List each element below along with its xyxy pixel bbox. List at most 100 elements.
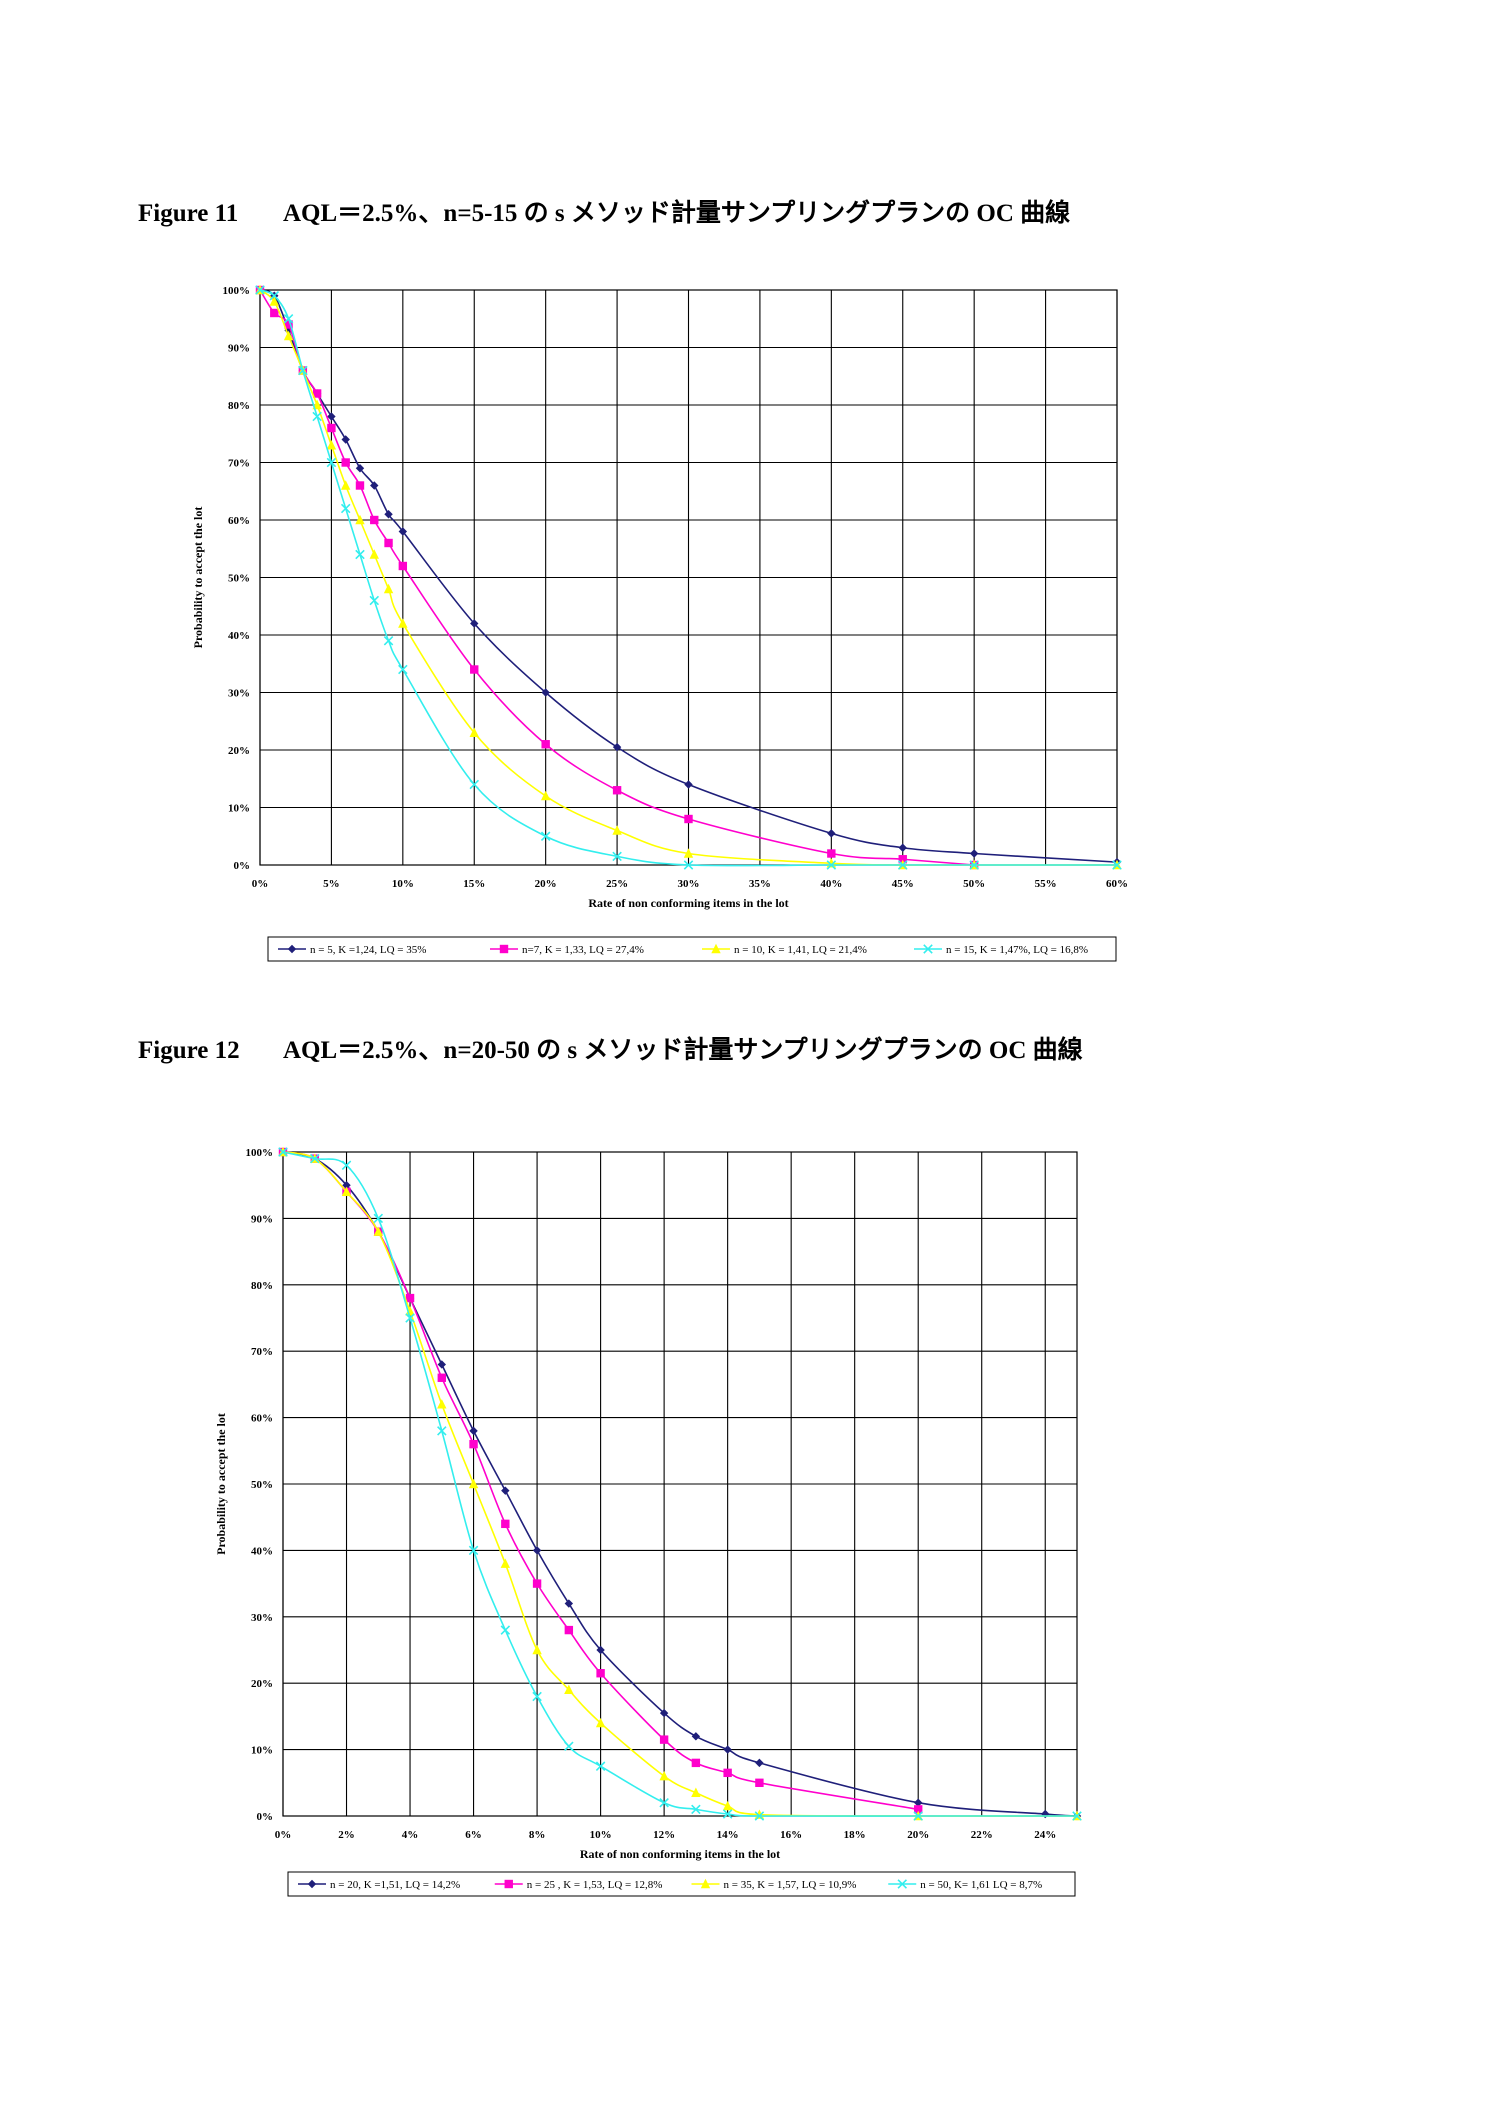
fig12-x-tick-label: 14% [717, 1829, 739, 1841]
figure-12-caption: AQL＝2.5%、n=20-50 の s メソッド計量サンプリングプランの OC… [283, 1037, 1083, 1064]
fig11-x-tick-label: 50% [963, 878, 985, 890]
fig11-data-point [340, 503, 351, 514]
fig11-y-tick-label: 20% [228, 745, 250, 757]
fig12-x-tick-label: 6% [465, 1829, 482, 1841]
fig11-data-point [341, 458, 350, 467]
fig11-data-point [470, 665, 479, 674]
fig12-data-point [691, 1787, 701, 1797]
fig12-legend: n = 20, K =1,51, LQ = 14,2% n = 25 , K = … [287, 1871, 1076, 1897]
fig12-data-point [914, 1805, 923, 1814]
fig12-x-tick-label: 2% [338, 1829, 355, 1841]
fig12-legend-marker [700, 1878, 711, 1889]
fig11-data-point [355, 549, 365, 560]
fig12-data-point [373, 1226, 383, 1236]
fig11-data-point [398, 664, 408, 675]
fig12-y-axis-label: Probability to accept the lot [214, 1413, 228, 1555]
fig12-y-tick-label: 20% [251, 1678, 273, 1690]
fig12-x-tick-label: 4% [402, 1829, 419, 1841]
fig12-x-tick-label: 20% [907, 1829, 929, 1841]
fig12-legend-marker [307, 1879, 317, 1889]
figure-11-number: Figure 11 [138, 200, 239, 227]
fig12-data-point [341, 1160, 352, 1171]
fig12-data-point [405, 1293, 415, 1303]
fig11-data-point [541, 688, 550, 697]
fig12-data-point [405, 1306, 415, 1316]
fig11-x-tick-label: 25% [606, 878, 628, 890]
fig12-x-tick-label: 8% [529, 1829, 546, 1841]
fig11-data-point [612, 825, 622, 835]
fig12-data-point [564, 1741, 574, 1752]
fig11-data-point [270, 308, 279, 318]
fig11-data-point [284, 320, 293, 329]
fig11-data-point [898, 843, 907, 852]
fig11-data-point [969, 860, 979, 870]
fig11-data-point [969, 849, 979, 858]
fig11-x-tick-label: 30% [678, 878, 700, 890]
fig12-x-tick-label: 16% [780, 1829, 802, 1841]
fig11-data-point [370, 481, 379, 490]
fig11-data-point [341, 480, 351, 490]
fig11-data-point [355, 514, 365, 525]
fig11-legend-entry: n = 5, K =1,24, LQ = 35% [310, 944, 426, 956]
fig12-y-tick-label: 60% [251, 1413, 273, 1425]
fig11-y-tick-label: 80% [228, 400, 250, 412]
fig11-data-point [897, 860, 908, 870]
fig12-data-point [913, 1811, 923, 1821]
fig12-data-point [437, 1426, 447, 1436]
fig11-data-point [398, 618, 408, 628]
fig11-data-point [355, 464, 365, 473]
fig11-data-point [326, 440, 337, 450]
fig11-y-tick-label: 90% [228, 343, 250, 355]
fig12-y-tick-label: 30% [251, 1612, 273, 1624]
fig12-data-point [755, 1758, 764, 1768]
fig12-legend-entry: n = 50, K= 1,61 LQ = 8,7% [920, 1879, 1042, 1891]
fig11-data-point [1112, 860, 1122, 870]
fig11-data-point [827, 849, 836, 858]
fig12-data-point [722, 1800, 733, 1811]
fig11-data-point [370, 515, 379, 525]
fig11-data-point [683, 860, 694, 870]
fig12-x-tick-label: 22% [971, 1829, 993, 1841]
fig11-y-tick-label: 40% [228, 630, 250, 642]
fig12-y-tick-label: 10% [251, 1745, 273, 1757]
fig12-y-tick-label: 90% [251, 1213, 273, 1225]
figure-11-caption: AQL＝2.5%、n=5-15 の s メソッド計量サンプリングプランの OC … [283, 200, 1071, 227]
fig12-x-tick-label: 18% [844, 1829, 866, 1841]
fig11-data-point [269, 290, 280, 301]
fig12-data-point [532, 1579, 542, 1588]
fig12-data-point [659, 1797, 669, 1808]
fig11-series-4 [255, 285, 1122, 870]
fig11-data-point [312, 411, 322, 422]
fig12-data-point [659, 1735, 669, 1744]
fig11-y-tick-label: 10% [228, 803, 250, 815]
fig11-data-point [298, 365, 308, 376]
fig12-data-point [914, 1798, 923, 1807]
fig12-data-point [500, 1558, 511, 1568]
fig11-data-point [384, 510, 393, 519]
fig11-data-point [384, 538, 393, 548]
fig12-data-point [373, 1213, 384, 1224]
fig11-data-point [684, 780, 693, 789]
fig12-data-point [659, 1770, 669, 1781]
fig11-data-point [327, 412, 336, 421]
fig11-legend-entry: n = 15, K = 1,47%, LQ = 16,8% [946, 944, 1088, 956]
fig11-x-tick-label: 0% [252, 878, 269, 890]
fig11-data-point [369, 549, 379, 559]
fig12-data-point [564, 1599, 574, 1608]
fig12-series-4 [278, 1147, 1082, 1821]
fig12-data-point [501, 1519, 510, 1529]
fig11-y-tick-label: 70% [228, 458, 250, 470]
fig12-data-point [1041, 1809, 1050, 1819]
fig11-data-point [469, 727, 479, 737]
fig12-data-point [1072, 1811, 1082, 1821]
fig12-legend-marker [897, 1879, 908, 1889]
fig11-data-point [470, 619, 479, 628]
fig12-data-point [564, 1684, 574, 1695]
fig11-data-point [540, 831, 551, 842]
figure-12-title: Figure 12 AQL＝2.5%、n=20-50 の s メソッド計量サンプリ… [138, 1030, 1083, 1066]
fig11-legend-marker [287, 944, 297, 954]
fig12-data-point [468, 1478, 479, 1489]
fig12-data-point [659, 1708, 669, 1718]
fig11-data-point [469, 779, 480, 790]
fig11-data-point [383, 635, 394, 646]
